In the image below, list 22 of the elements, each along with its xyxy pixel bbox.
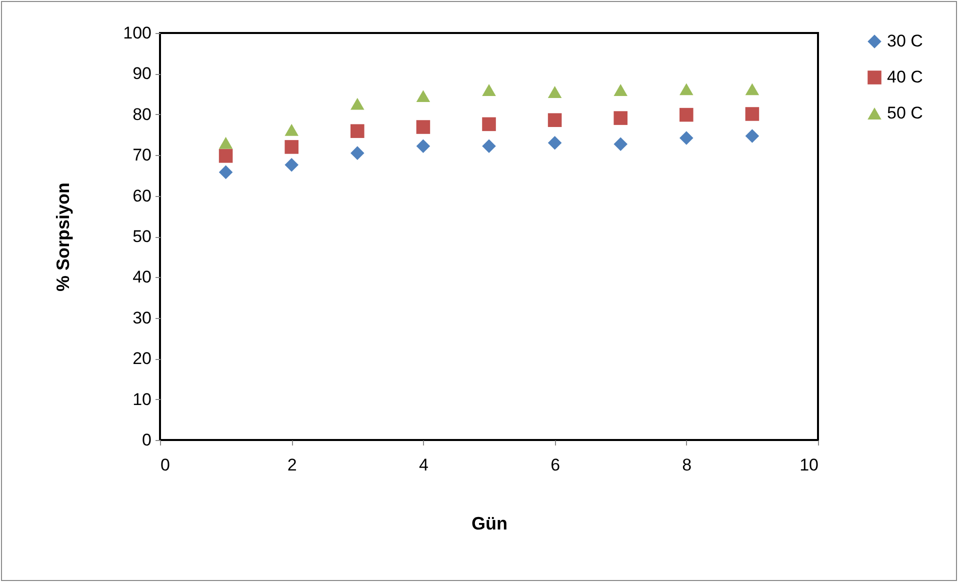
y-tick-label: 60 — [132, 186, 152, 206]
y-tick-label: 30 — [132, 308, 152, 328]
y-tick-label: 80 — [132, 104, 152, 124]
y-tick-label: 100 — [123, 24, 152, 42]
y-tick-label: 10 — [132, 390, 152, 409]
x-tick-label: 10 — [800, 456, 818, 474]
y-tick-label: 90 — [132, 64, 152, 84]
y-tick-label: 50 — [132, 227, 152, 246]
y-tick-label: 20 — [132, 349, 152, 368]
y-tick-label: 0 — [142, 430, 152, 450]
legend-label: 40 C — [887, 68, 923, 86]
x-tick-label: 4 — [418, 456, 428, 474]
x-tick-label: 6 — [550, 456, 560, 474]
y-tick-label: 70 — [132, 146, 152, 165]
legend-label: 50 C — [887, 104, 923, 122]
x-axis-title: Gün — [472, 514, 508, 534]
legend-label: 30 C — [887, 32, 923, 50]
x-tick-label: 2 — [287, 456, 297, 474]
y-tick-label: 40 — [132, 268, 152, 287]
x-tick-label: 0 — [160, 456, 170, 474]
y-axis-title: % Sorpsiyon — [53, 182, 74, 292]
x-tick-label: 8 — [682, 456, 692, 474]
